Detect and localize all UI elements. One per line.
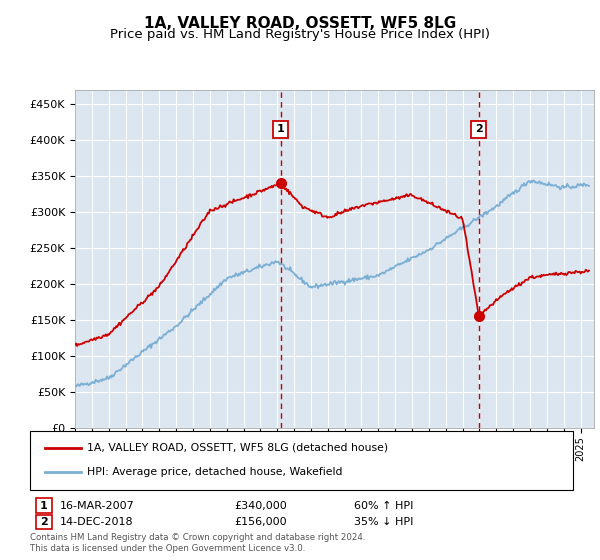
Text: 1: 1	[277, 124, 284, 134]
Text: 16-MAR-2007: 16-MAR-2007	[60, 501, 135, 511]
Text: 1A, VALLEY ROAD, OSSETT, WF5 8LG: 1A, VALLEY ROAD, OSSETT, WF5 8LG	[144, 16, 456, 31]
Text: 1A, VALLEY ROAD, OSSETT, WF5 8LG (detached house): 1A, VALLEY ROAD, OSSETT, WF5 8LG (detach…	[87, 442, 388, 452]
Text: 35% ↓ HPI: 35% ↓ HPI	[354, 517, 413, 527]
Text: Price paid vs. HM Land Registry's House Price Index (HPI): Price paid vs. HM Land Registry's House …	[110, 28, 490, 41]
Text: £340,000: £340,000	[234, 501, 287, 511]
Text: 60% ↑ HPI: 60% ↑ HPI	[354, 501, 413, 511]
Text: 2: 2	[475, 124, 482, 134]
Text: Contains HM Land Registry data © Crown copyright and database right 2024.
This d: Contains HM Land Registry data © Crown c…	[30, 533, 365, 553]
Text: £156,000: £156,000	[234, 517, 287, 527]
Text: 14-DEC-2018: 14-DEC-2018	[60, 517, 134, 527]
Text: 1: 1	[40, 501, 47, 511]
Text: HPI: Average price, detached house, Wakefield: HPI: Average price, detached house, Wake…	[87, 468, 343, 477]
Text: 2: 2	[40, 517, 47, 527]
